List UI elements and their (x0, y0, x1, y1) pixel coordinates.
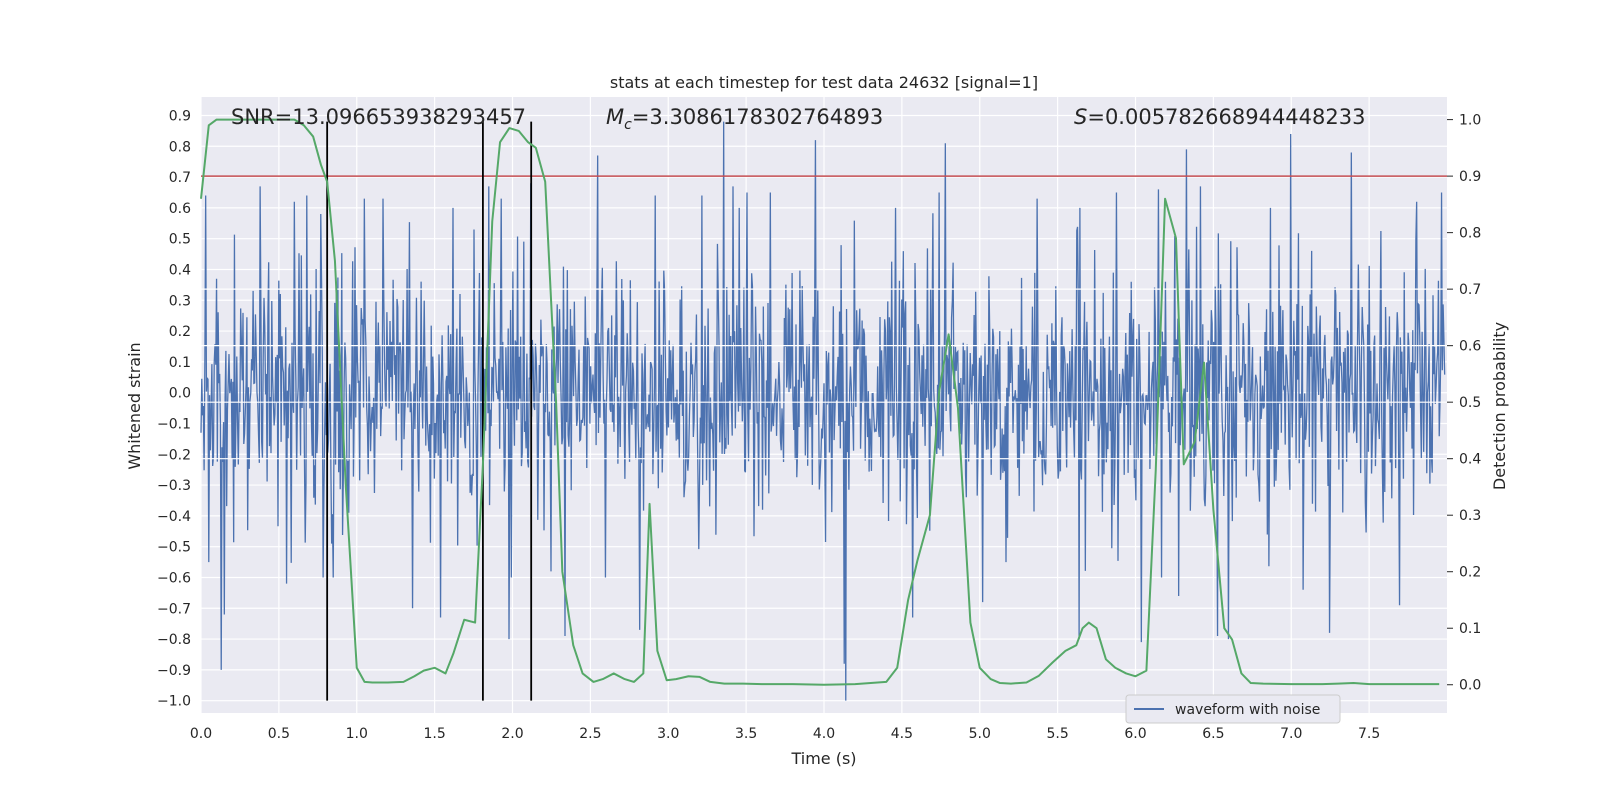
chirp-mass-symbol: M (606, 105, 624, 129)
probability-series (200, 118, 1440, 686)
x-tick-label: 4.0 (813, 726, 835, 742)
left-y-tick-label: −0.6 (157, 570, 191, 586)
left-y-tick-label: −0.8 (157, 632, 191, 648)
right-y-tick-label: 0.9 (1459, 169, 1481, 185)
x-tick-label: 2.0 (501, 726, 523, 742)
x-tick-label: 3.0 (657, 726, 679, 742)
left-y-tick-label: 0.9 (169, 108, 191, 124)
right-y-tick-label: 0.4 (1459, 452, 1481, 468)
left-y-tick-label: −0.2 (157, 447, 191, 463)
s-symbol: S (1074, 105, 1087, 129)
right-y-tick-label: 0.1 (1459, 621, 1481, 637)
left-y-tick-label: −0.4 (157, 509, 191, 525)
probability-line (200, 118, 1440, 686)
right-y-tick-label: 0.8 (1459, 226, 1481, 242)
waveform-series (200, 121, 1446, 701)
x-tick-labels: 0.0 0.5 1.0 1.5 2.0 2.5 3.0 3.5 4.0 4.5 5.0 5.5 6.0 6… (190, 726, 1380, 742)
left-y-tick-label: 0.7 (169, 170, 191, 186)
left-y-tick-label: 0.2 (169, 324, 191, 340)
x-tick-label: 0.5 (268, 726, 290, 742)
left-y-tick-label: 0.6 (169, 201, 191, 217)
left-y-tick-label: 0.0 (169, 386, 191, 402)
left-y-tick-label: −0.3 (157, 478, 191, 494)
legend-label: waveform with noise (1175, 702, 1320, 718)
x-tick-label: 4.5 (891, 726, 913, 742)
left-y-tick-label: 0.4 (169, 262, 191, 278)
left-y-tick-label: −0.1 (157, 416, 191, 432)
snr-annotation: SNR=13.096653938293457 (231, 105, 526, 129)
x-tick-label: 0.0 (190, 726, 212, 742)
right-y-tick-label: 1.0 (1459, 113, 1481, 129)
right-y-tick-labels: 1.0 0.9 0.8 0.7 0.6 0.5 0.4 0.3 0.2 0.1 0.0 (1447, 113, 1481, 694)
x-tick-label: 6.0 (1124, 726, 1146, 742)
left-y-tick-label: 0.5 (169, 232, 191, 248)
x-tick-label: 2.5 (579, 726, 601, 742)
x-tick-label: 6.5 (1202, 726, 1224, 742)
chirp-mass-subscript: c (624, 117, 632, 133)
x-tick-label: 1.0 (346, 726, 368, 742)
right-axis-gridlines (201, 288, 1447, 460)
chirp-mass-value: =3.3086178302764893 (632, 105, 883, 129)
left-y-tick-label: −1.0 (157, 694, 191, 710)
right-y-tick-label: 0.5 (1459, 395, 1481, 411)
right-y-tick-label: 0.2 (1459, 565, 1481, 581)
x-tick-label: 7.0 (1280, 726, 1302, 742)
x-tick-label: 5.0 (969, 726, 991, 742)
legend: waveform with noise (1125, 694, 1341, 724)
chirp-mass-annotation: Mc=3.3086178302764893 (606, 105, 883, 133)
left-y-axis-label: Whitened strain (125, 342, 144, 469)
vertical-marker-lines (326, 121, 533, 701)
right-y-tick-label: 0.3 (1459, 508, 1481, 524)
legend-box (1125, 694, 1341, 724)
x-tick-label: 3.5 (735, 726, 757, 742)
left-y-tick-label: 0.1 (169, 355, 191, 371)
chart-title: stats at each timestep for test data 246… (610, 73, 1038, 92)
x-tick-label: 5.5 (1046, 726, 1068, 742)
right-y-tick-label: 0.6 (1459, 339, 1481, 355)
s-annotation: S=0.005782668944448233 (1074, 105, 1365, 129)
left-y-tick-label: −0.5 (157, 540, 191, 556)
right-y-axis-label: Detection probability (1490, 322, 1509, 490)
x-tick-label: 7.5 (1358, 726, 1380, 742)
right-y-tick-label: 0.7 (1459, 282, 1481, 298)
left-y-tick-label: −0.7 (157, 601, 191, 617)
left-y-tick-labels: 0.9 0.8 0.7 0.6 0.5 0.4 0.3 0.2 0.1 0.0 −0.1 −0.2 −0… (157, 108, 191, 709)
x-axis-label: Time (s) (790, 749, 856, 768)
left-y-tick-label: −0.9 (157, 663, 191, 679)
right-y-tick-label: 0.0 (1459, 678, 1481, 694)
s-value: =0.005782668944448233 (1087, 105, 1365, 129)
waveform-line (200, 121, 1446, 701)
left-y-tick-label: 0.8 (169, 139, 191, 155)
x-tick-label: 1.5 (423, 726, 445, 742)
left-y-tick-label: 0.3 (169, 293, 191, 309)
